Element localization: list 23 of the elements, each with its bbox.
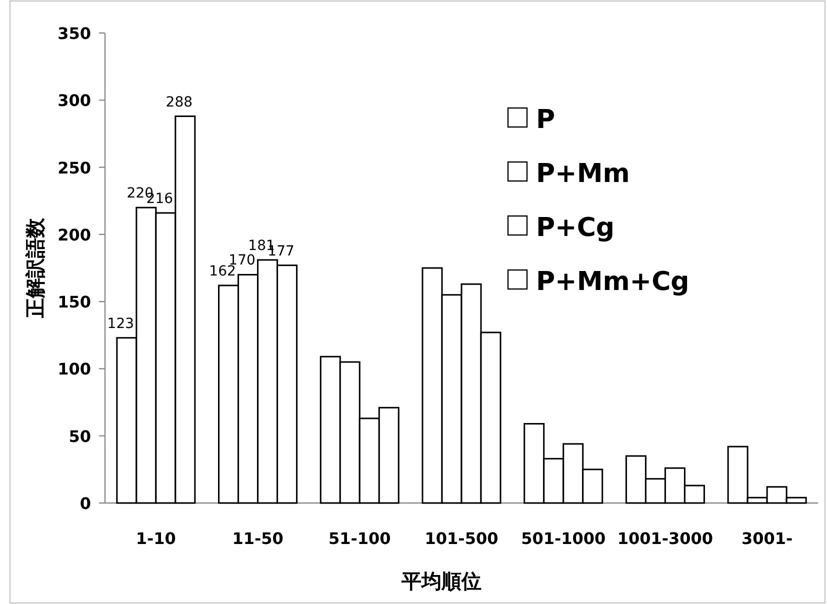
y-axis-title: 正解訳語数 bbox=[23, 217, 47, 319]
legend-label: P+Mm+Cg bbox=[536, 267, 690, 297]
legend-label: P+Cg bbox=[536, 213, 615, 243]
y-tick-label: 250 bbox=[58, 158, 91, 178]
data-label: 288 bbox=[166, 94, 193, 110]
x-tick-label: 1001-3000 bbox=[617, 529, 714, 548]
y-tick-label: 200 bbox=[58, 225, 91, 244]
legend-label: P bbox=[536, 105, 556, 135]
legend-label: P+Mm bbox=[536, 159, 630, 189]
y-tick-label: 300 bbox=[58, 91, 91, 110]
x-tick-label: 51-100 bbox=[328, 529, 391, 548]
x-tick-label: 101-500 bbox=[424, 529, 498, 548]
x-tick-label: 3001- bbox=[741, 529, 793, 548]
x-tick-label: 501-1000 bbox=[521, 529, 606, 548]
y-tick-label: 150 bbox=[58, 292, 91, 312]
data-label: 123 bbox=[107, 316, 134, 332]
y-tick-label: 0 bbox=[80, 494, 91, 513]
y-tick-label: 50 bbox=[68, 426, 91, 446]
y-tick-label: 350 bbox=[58, 24, 91, 43]
x-axis-title: 平均順位 bbox=[400, 569, 482, 593]
x-tick-label: 11-50 bbox=[232, 529, 284, 548]
y-tick-label: 100 bbox=[58, 360, 91, 379]
x-tick-label: 1-10 bbox=[136, 529, 176, 548]
